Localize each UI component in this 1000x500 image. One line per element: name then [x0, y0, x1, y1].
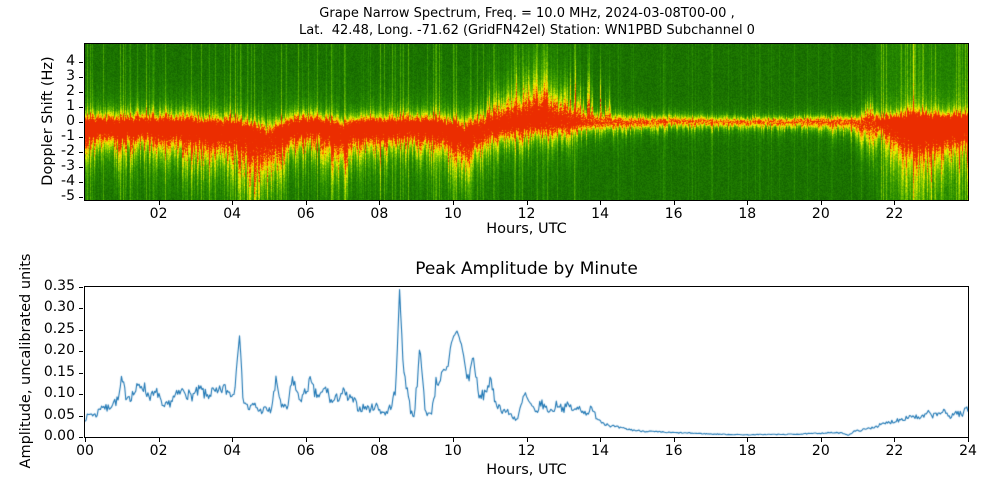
amplitude-x-tick-label: 22	[885, 443, 904, 459]
spectrogram-x-tick-label: 08	[370, 206, 389, 222]
spectrogram-y-tick-label: 1	[66, 98, 75, 114]
spectrogram-y-tick-mark	[79, 92, 83, 93]
amplitude-y-tick-label: 0.00	[43, 428, 75, 444]
amplitude-x-tick-label: 04	[223, 443, 242, 459]
amplitude-y-tick-mark	[79, 351, 83, 353]
spectrogram-x-tick-label: 22	[885, 206, 904, 222]
amplitude-x-tick-label: 18	[738, 443, 757, 459]
amplitude-y-tick-label: 0.15	[43, 363, 75, 380]
spectrogram-y-tick-label: -5	[61, 188, 75, 204]
spectrogram-y-tick-mark	[79, 107, 83, 108]
spectrogram-x-tick-label: 06	[296, 206, 315, 222]
amplitude-y-tick-mark	[79, 329, 83, 331]
spectrogram-x-tick-mark	[820, 201, 822, 205]
spectrogram-y-tick-mark	[79, 137, 83, 138]
amplitude-x-tick-mark	[158, 438, 160, 442]
amplitude-x-tick-mark	[968, 438, 969, 442]
spectrogram-x-tick-mark	[379, 201, 381, 205]
spectrogram-x-tick-mark	[600, 201, 602, 205]
amplitude-y-tick-mark	[79, 437, 83, 438]
amplitude-line-canvas	[84, 286, 969, 438]
spectrogram-y-tick-label: 0	[66, 113, 75, 129]
spectrogram-x-axis-label: Hours, UTC	[486, 221, 567, 237]
spectrogram-y-tick-mark	[79, 182, 83, 183]
amplitude-x-tick-mark	[600, 438, 602, 442]
amplitude-x-tick-mark	[305, 438, 307, 442]
spectrogram-y-tick-label: -1	[61, 128, 75, 144]
amplitude-x-tick-label: 24	[959, 443, 977, 459]
amplitude-x-tick-label: 20	[811, 443, 830, 459]
amplitude-x-tick-label: 06	[296, 443, 315, 459]
amplitude-chart-title: Peak Amplitude by Minute	[415, 259, 638, 279]
amplitude-x-tick-mark	[820, 438, 822, 442]
spectrogram-y-tick-label: 2	[66, 83, 75, 99]
spectrogram-y-tick-mark	[79, 152, 83, 153]
spectrogram-y-tick-mark	[79, 62, 83, 63]
spectrogram-y-tick-mark	[79, 167, 83, 168]
amplitude-x-tick-label: 10	[443, 443, 462, 459]
spectrogram-x-tick-label: 12	[517, 206, 536, 222]
spectrogram-x-tick-label: 20	[811, 206, 830, 222]
amplitude-x-tick-mark	[452, 438, 454, 442]
amplitude-y-tick-label: 0.10	[43, 385, 75, 402]
spectrogram-y-tick-label: -3	[61, 158, 75, 174]
spectrogram-x-tick-mark	[305, 201, 307, 205]
spectrogram-x-tick-mark	[673, 201, 675, 205]
spectrogram-x-tick-mark	[452, 201, 454, 205]
amplitude-y-tick-label: 0.35	[43, 278, 75, 294]
spectrogram-y-tick-mark	[79, 77, 83, 78]
amplitude-x-axis-label: Hours, UTC	[486, 462, 567, 478]
spectrogram-x-tick-mark	[526, 201, 528, 205]
spectrogram-y-tick-mark	[79, 122, 83, 123]
spectrogram-y-tick-mark	[79, 197, 83, 198]
amplitude-y-tick-mark	[79, 287, 83, 288]
amplitude-x-tick-label: 02	[149, 443, 168, 459]
amplitude-x-tick-label: 14	[591, 443, 609, 459]
spectrogram-y-tick-label: -4	[61, 173, 75, 189]
amplitude-x-tick-mark	[747, 438, 749, 442]
amplitude-x-tick-mark	[232, 438, 234, 442]
spectrogram-x-tick-label: 04	[223, 206, 242, 222]
amplitude-y-tick-mark	[79, 394, 83, 396]
amplitude-x-tick-mark	[894, 438, 896, 442]
amplitude-x-tick-mark	[85, 438, 86, 442]
spectrogram-x-tick-label: 02	[149, 206, 168, 222]
spectrogram-x-tick-label: 14	[591, 206, 609, 222]
spectrogram-y-tick-label: -2	[61, 143, 75, 159]
amplitude-y-tick-label: 0.30	[43, 299, 75, 316]
amplitude-x-tick-label: 12	[517, 443, 536, 459]
doppler-spectrogram-canvas	[83, 42, 969, 201]
spectrogram-x-tick-label: 16	[664, 206, 683, 222]
spectrogram-x-tick-mark	[158, 201, 160, 205]
amplitude-x-tick-label: 00	[76, 443, 94, 459]
spectrogram-x-tick-mark	[894, 201, 896, 205]
spectrogram-x-tick-mark	[232, 201, 234, 205]
spectrogram-x-tick-label: 18	[738, 206, 757, 222]
amplitude-x-tick-mark	[673, 438, 675, 442]
amplitude-y-tick-mark	[79, 308, 83, 310]
spectrogram-y-tick-label: 3	[66, 68, 75, 84]
amplitude-x-tick-mark	[379, 438, 381, 442]
amplitude-y-tick-mark	[79, 415, 83, 417]
spectrogram-x-tick-label: 10	[443, 206, 462, 222]
spectrogram-x-tick-mark	[747, 201, 749, 205]
amplitude-y-tick-mark	[79, 372, 83, 374]
amplitude-x-tick-label: 08	[370, 443, 389, 459]
figure-title-line2: Lat. 42.48, Long. -71.62 (GridFN42el) St…	[299, 23, 755, 38]
amplitude-y-tick-label: 0.20	[43, 342, 75, 359]
amplitude-x-tick-mark	[526, 438, 528, 442]
spectrogram-y-tick-label: 4	[66, 53, 75, 69]
amplitude-y-tick-label: 0.05	[43, 406, 75, 423]
figure-title-line1: Grape Narrow Spectrum, Freq. = 10.0 MHz,…	[319, 6, 735, 21]
amplitude-y-tick-label: 0.25	[43, 320, 75, 337]
amplitude-x-tick-label: 16	[664, 443, 683, 459]
